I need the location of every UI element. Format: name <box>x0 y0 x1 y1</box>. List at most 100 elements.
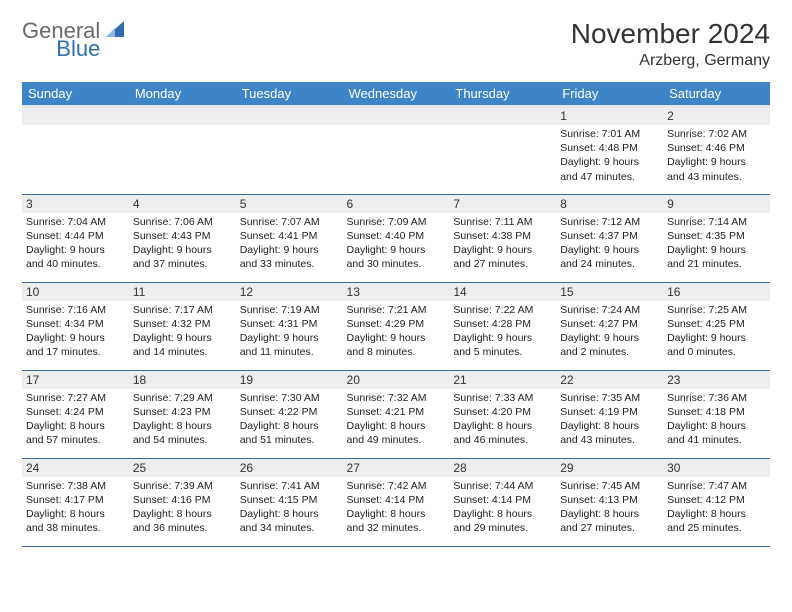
calendar-week-row: 3Sunrise: 7:04 AMSunset: 4:44 PMDaylight… <box>22 194 770 282</box>
day-details: Sunrise: 7:32 AMSunset: 4:21 PMDaylight:… <box>343 389 450 450</box>
day-details: Sunrise: 7:33 AMSunset: 4:20 PMDaylight:… <box>449 389 556 450</box>
calendar-day-cell: 13Sunrise: 7:21 AMSunset: 4:29 PMDayligh… <box>343 282 450 370</box>
day-number: 30 <box>663 459 770 477</box>
day-details: Sunrise: 7:24 AMSunset: 4:27 PMDaylight:… <box>556 301 663 362</box>
weekday-header: Tuesday <box>236 82 343 106</box>
day-details: Sunrise: 7:39 AMSunset: 4:16 PMDaylight:… <box>129 477 236 538</box>
calendar-day-cell: 29Sunrise: 7:45 AMSunset: 4:13 PMDayligh… <box>556 458 663 546</box>
calendar-day-cell: 11Sunrise: 7:17 AMSunset: 4:32 PMDayligh… <box>129 282 236 370</box>
day-number: 27 <box>343 459 450 477</box>
logo-sail-icon <box>104 19 126 44</box>
calendar-body: 1Sunrise: 7:01 AMSunset: 4:48 PMDaylight… <box>22 106 770 546</box>
day-details: Sunrise: 7:02 AMSunset: 4:46 PMDaylight:… <box>663 125 770 186</box>
day-details: Sunrise: 7:42 AMSunset: 4:14 PMDaylight:… <box>343 477 450 538</box>
day-number: 6 <box>343 195 450 213</box>
calendar-day-cell: 24Sunrise: 7:38 AMSunset: 4:17 PMDayligh… <box>22 458 129 546</box>
calendar-day-cell <box>22 106 129 194</box>
calendar-week-row: 10Sunrise: 7:16 AMSunset: 4:34 PMDayligh… <box>22 282 770 370</box>
calendar-day-cell: 18Sunrise: 7:29 AMSunset: 4:23 PMDayligh… <box>129 370 236 458</box>
day-number: 18 <box>129 371 236 389</box>
day-details: Sunrise: 7:19 AMSunset: 4:31 PMDaylight:… <box>236 301 343 362</box>
calendar-day-cell: 12Sunrise: 7:19 AMSunset: 4:31 PMDayligh… <box>236 282 343 370</box>
weekday-header: Saturday <box>663 82 770 106</box>
day-number: 10 <box>22 283 129 301</box>
weekday-header: Thursday <box>449 82 556 106</box>
logo: General Blue <box>22 18 172 44</box>
day-details: Sunrise: 7:14 AMSunset: 4:35 PMDaylight:… <box>663 213 770 274</box>
day-number: 23 <box>663 371 770 389</box>
calendar-day-cell: 15Sunrise: 7:24 AMSunset: 4:27 PMDayligh… <box>556 282 663 370</box>
day-details: Sunrise: 7:12 AMSunset: 4:37 PMDaylight:… <box>556 213 663 274</box>
day-number: 7 <box>449 195 556 213</box>
calendar-day-cell: 27Sunrise: 7:42 AMSunset: 4:14 PMDayligh… <box>343 458 450 546</box>
day-details: Sunrise: 7:41 AMSunset: 4:15 PMDaylight:… <box>236 477 343 538</box>
day-number: 24 <box>22 459 129 477</box>
day-number: 3 <box>22 195 129 213</box>
calendar-day-cell: 19Sunrise: 7:30 AMSunset: 4:22 PMDayligh… <box>236 370 343 458</box>
day-number: 9 <box>663 195 770 213</box>
day-details: Sunrise: 7:04 AMSunset: 4:44 PMDaylight:… <box>22 213 129 274</box>
calendar-day-cell: 6Sunrise: 7:09 AMSunset: 4:40 PMDaylight… <box>343 194 450 282</box>
weekday-header: Wednesday <box>343 82 450 106</box>
weekday-header: Sunday <box>22 82 129 106</box>
calendar-day-cell: 23Sunrise: 7:36 AMSunset: 4:18 PMDayligh… <box>663 370 770 458</box>
title-block: November 2024 Arzberg, Germany <box>571 18 770 70</box>
day-number: 19 <box>236 371 343 389</box>
day-number: 21 <box>449 371 556 389</box>
day-details: Sunrise: 7:06 AMSunset: 4:43 PMDaylight:… <box>129 213 236 274</box>
day-number: 22 <box>556 371 663 389</box>
calendar-day-cell: 7Sunrise: 7:11 AMSunset: 4:38 PMDaylight… <box>449 194 556 282</box>
calendar-day-cell: 9Sunrise: 7:14 AMSunset: 4:35 PMDaylight… <box>663 194 770 282</box>
day-details: Sunrise: 7:38 AMSunset: 4:17 PMDaylight:… <box>22 477 129 538</box>
day-details: Sunrise: 7:22 AMSunset: 4:28 PMDaylight:… <box>449 301 556 362</box>
calendar-day-cell <box>449 106 556 194</box>
day-number: 16 <box>663 283 770 301</box>
calendar-week-row: 17Sunrise: 7:27 AMSunset: 4:24 PMDayligh… <box>22 370 770 458</box>
day-number: 5 <box>236 195 343 213</box>
calendar-day-cell: 8Sunrise: 7:12 AMSunset: 4:37 PMDaylight… <box>556 194 663 282</box>
calendar-day-cell: 20Sunrise: 7:32 AMSunset: 4:21 PMDayligh… <box>343 370 450 458</box>
calendar-day-cell: 10Sunrise: 7:16 AMSunset: 4:34 PMDayligh… <box>22 282 129 370</box>
day-number: 29 <box>556 459 663 477</box>
day-details: Sunrise: 7:45 AMSunset: 4:13 PMDaylight:… <box>556 477 663 538</box>
weekday-header: Friday <box>556 82 663 106</box>
calendar-day-cell: 5Sunrise: 7:07 AMSunset: 4:41 PMDaylight… <box>236 194 343 282</box>
day-details: Sunrise: 7:17 AMSunset: 4:32 PMDaylight:… <box>129 301 236 362</box>
day-details: Sunrise: 7:27 AMSunset: 4:24 PMDaylight:… <box>22 389 129 450</box>
day-details: Sunrise: 7:30 AMSunset: 4:22 PMDaylight:… <box>236 389 343 450</box>
calendar-day-cell: 30Sunrise: 7:47 AMSunset: 4:12 PMDayligh… <box>663 458 770 546</box>
day-number: 8 <box>556 195 663 213</box>
day-number: 15 <box>556 283 663 301</box>
day-number-empty <box>22 107 129 125</box>
calendar-day-cell: 28Sunrise: 7:44 AMSunset: 4:14 PMDayligh… <box>449 458 556 546</box>
day-number: 17 <box>22 371 129 389</box>
day-details: Sunrise: 7:21 AMSunset: 4:29 PMDaylight:… <box>343 301 450 362</box>
day-details: Sunrise: 7:11 AMSunset: 4:38 PMDaylight:… <box>449 213 556 274</box>
calendar-day-cell: 26Sunrise: 7:41 AMSunset: 4:15 PMDayligh… <box>236 458 343 546</box>
day-details: Sunrise: 7:47 AMSunset: 4:12 PMDaylight:… <box>663 477 770 538</box>
day-details: Sunrise: 7:16 AMSunset: 4:34 PMDaylight:… <box>22 301 129 362</box>
day-details: Sunrise: 7:35 AMSunset: 4:19 PMDaylight:… <box>556 389 663 450</box>
day-number-empty <box>449 107 556 125</box>
calendar-week-row: 24Sunrise: 7:38 AMSunset: 4:17 PMDayligh… <box>22 458 770 546</box>
day-number: 1 <box>556 107 663 125</box>
page-title: November 2024 <box>571 18 770 50</box>
weekday-header-row: SundayMondayTuesdayWednesdayThursdayFrid… <box>22 82 770 106</box>
calendar-day-cell: 4Sunrise: 7:06 AMSunset: 4:43 PMDaylight… <box>129 194 236 282</box>
weekday-header: Monday <box>129 82 236 106</box>
calendar-table: SundayMondayTuesdayWednesdayThursdayFrid… <box>22 82 770 547</box>
day-number: 4 <box>129 195 236 213</box>
day-number: 2 <box>663 107 770 125</box>
day-details: Sunrise: 7:25 AMSunset: 4:25 PMDaylight:… <box>663 301 770 362</box>
day-details: Sunrise: 7:07 AMSunset: 4:41 PMDaylight:… <box>236 213 343 274</box>
calendar-day-cell: 16Sunrise: 7:25 AMSunset: 4:25 PMDayligh… <box>663 282 770 370</box>
day-details: Sunrise: 7:36 AMSunset: 4:18 PMDaylight:… <box>663 389 770 450</box>
calendar-day-cell <box>343 106 450 194</box>
calendar-day-cell: 2Sunrise: 7:02 AMSunset: 4:46 PMDaylight… <box>663 106 770 194</box>
day-details: Sunrise: 7:44 AMSunset: 4:14 PMDaylight:… <box>449 477 556 538</box>
logo-text-blue: Blue <box>56 36 100 62</box>
day-number-empty <box>343 107 450 125</box>
day-number: 12 <box>236 283 343 301</box>
day-number: 14 <box>449 283 556 301</box>
calendar-day-cell: 14Sunrise: 7:22 AMSunset: 4:28 PMDayligh… <box>449 282 556 370</box>
